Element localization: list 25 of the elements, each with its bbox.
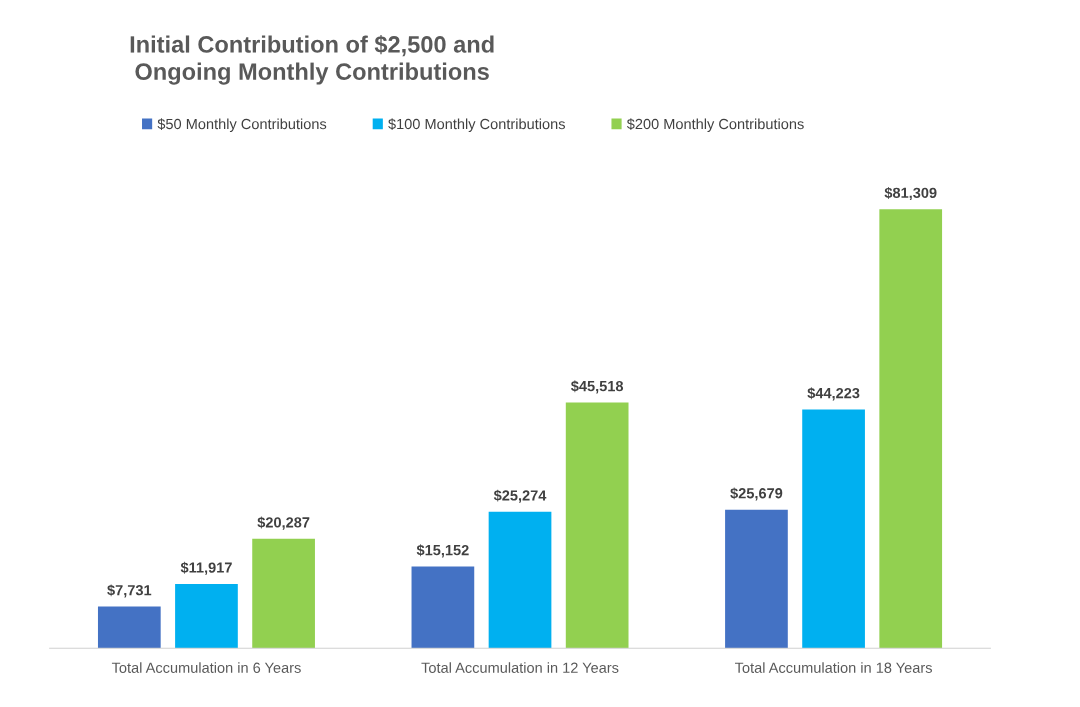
data-label: $20,287: [257, 516, 310, 530]
bar: [565, 402, 629, 649]
data-label: $44,223: [807, 387, 860, 401]
legend-label: $50 Monthly Contributions: [157, 118, 327, 133]
bar: [488, 511, 552, 649]
bar: [252, 538, 315, 649]
data-label: $7,731: [107, 584, 152, 598]
chart-title: Initial Contribution of $2,500 and Ongoing Monthly Contributions: [130, 35, 494, 85]
legend-label: $200 Monthly Contributions: [626, 118, 804, 133]
bar: [725, 509, 788, 649]
x-tick-label: Total Accumulation in 12 Years: [421, 662, 619, 673]
data-label: $25,679: [730, 487, 783, 501]
data-label: $25,274: [493, 489, 547, 503]
bar: [411, 566, 475, 649]
data-label: $15,152: [416, 544, 469, 558]
bar: [802, 409, 865, 649]
x-tick-label: Total Accumulation in 18 Years: [735, 662, 932, 673]
bar: [879, 209, 943, 649]
legend-label: $100 Monthly Contributions: [388, 118, 565, 133]
x-tick-label: Total Accumulation in 6 Years: [111, 662, 301, 673]
data-label: $11,917: [180, 561, 232, 575]
bar: [97, 606, 161, 649]
data-label: $81,309: [884, 187, 937, 201]
bar: [175, 583, 238, 649]
data-label: $45,518: [570, 380, 624, 394]
